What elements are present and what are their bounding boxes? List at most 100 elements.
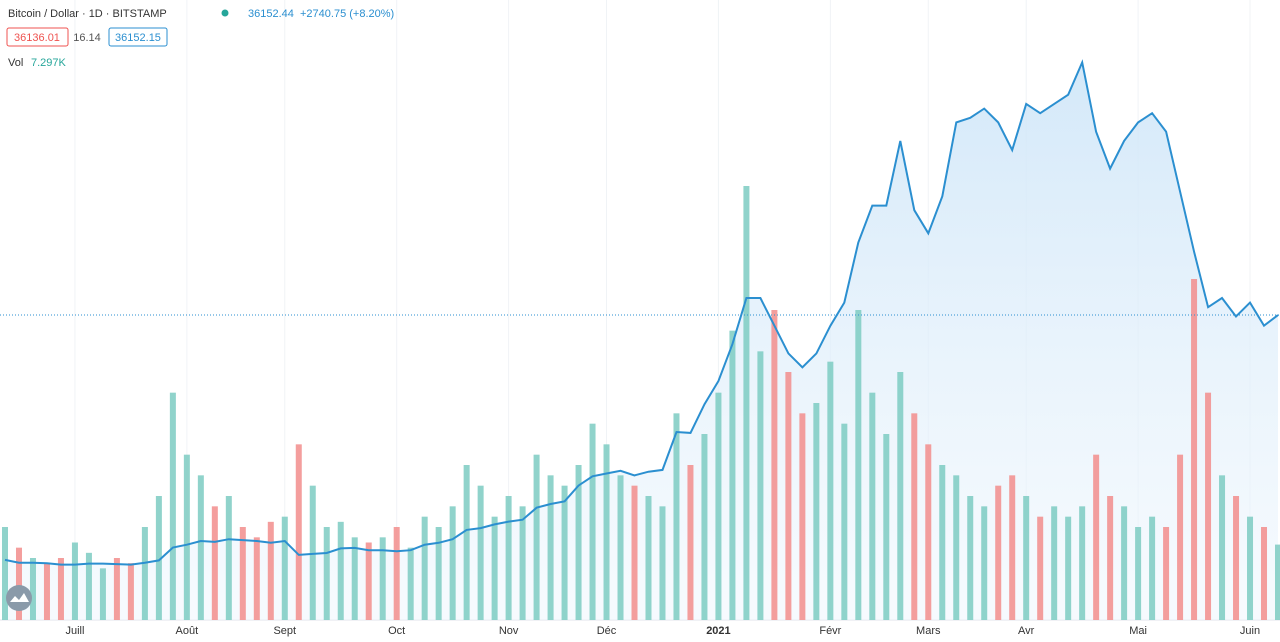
volume-bar [673, 413, 680, 620]
x-tick-label: Mars [916, 625, 941, 637]
volume-bar [253, 537, 260, 620]
volume-bar [547, 475, 554, 620]
volume-bar [799, 413, 806, 620]
volume-bar [281, 516, 288, 620]
bid: 36136.01 [14, 32, 60, 44]
volume-bar [141, 527, 148, 620]
volume-bar [687, 465, 694, 620]
volume-bar [771, 310, 778, 620]
x-tick-label: 2021 [706, 625, 730, 637]
status-dot [221, 9, 229, 17]
volume-bar [897, 372, 904, 620]
volume-bar [43, 563, 50, 620]
volume-bar [309, 485, 316, 620]
volume-bar [225, 496, 232, 620]
volume-bar [575, 465, 582, 620]
volume-bar [1205, 392, 1212, 620]
volume-bar [1219, 475, 1226, 620]
volume-bar [337, 521, 344, 620]
volume-bar [561, 485, 568, 620]
volume-bar [925, 444, 932, 620]
symbol: Bitcoin / Dollar · 1D · BITSTAMP [8, 8, 167, 20]
volume-bar [1023, 496, 1030, 620]
x-tick-label: Août [176, 625, 199, 637]
price-line [4, 59, 1279, 566]
volume-bar [379, 537, 386, 620]
volume-bar [911, 413, 918, 620]
volume-bar [505, 496, 512, 620]
volume-bar [239, 527, 246, 620]
volume-bar [631, 485, 638, 620]
volume-bar [365, 542, 372, 620]
volume-bar [701, 434, 708, 620]
volume-bar [841, 423, 848, 620]
volume-bar [169, 392, 176, 620]
volume-bar [939, 465, 946, 620]
volume-bar [883, 434, 890, 620]
volume-bar [463, 465, 470, 620]
area-fill [5, 62, 1278, 620]
vol-value: 7.297K [31, 57, 67, 69]
x-tick-label: Févr [819, 625, 841, 637]
volume-bar [589, 423, 596, 620]
ask: 36152.15 [115, 32, 161, 44]
volume-bar [659, 506, 666, 620]
volume-bar [603, 444, 610, 620]
volume-bar [1149, 516, 1156, 620]
volume-bar [1051, 506, 1058, 620]
volume-bar [393, 527, 400, 620]
volume-bar [1191, 279, 1198, 620]
volume-bar [1121, 506, 1128, 620]
x-tick-label: Oct [388, 625, 405, 637]
volume-bar [967, 496, 974, 620]
volume-bar [211, 506, 218, 620]
volume-bar [645, 496, 652, 620]
volume-bar [729, 330, 736, 620]
volume-bar [813, 403, 820, 620]
volume-bar [785, 372, 792, 620]
volume-bar [155, 496, 162, 620]
x-tick-label: Mai [1129, 625, 1147, 637]
volume-bar [127, 563, 134, 620]
logo[interactable] [6, 585, 32, 611]
volume-bar [1135, 527, 1142, 620]
volume-bar [1261, 527, 1268, 620]
volume-bar [71, 542, 78, 620]
volume-bar [1233, 496, 1240, 620]
volume-bar [421, 516, 428, 620]
x-tick-label: Sept [273, 625, 296, 637]
change: +2740.75 (+8.20%) [300, 8, 394, 20]
volume-bar [1093, 454, 1100, 620]
vol-label: Vol [8, 57, 23, 69]
volume-bar [29, 558, 36, 620]
volume-bar [617, 475, 624, 620]
volume-bar [449, 506, 456, 620]
volume-bar [855, 310, 862, 620]
x-tick-label: Juin [1240, 625, 1260, 637]
volume-bar [827, 361, 834, 620]
volume-bar [323, 527, 330, 620]
volume-bar [267, 521, 274, 620]
volume-bar [757, 351, 764, 620]
ask-box[interactable] [108, 27, 168, 47]
volume-bar [99, 568, 106, 620]
volume-bar [995, 485, 1002, 620]
volume-bar [1009, 475, 1016, 620]
x-tick-label: Nov [499, 625, 519, 637]
volume-bar [1037, 516, 1044, 620]
volume-bar [1163, 527, 1170, 620]
volume-bar [85, 552, 92, 620]
volume-bar [953, 475, 960, 620]
volume-bar [113, 558, 120, 620]
volume-bar [183, 454, 190, 620]
volume-bar [1107, 496, 1114, 620]
volume-bar [519, 506, 526, 620]
volume-bar [477, 485, 484, 620]
volume-bar [295, 444, 302, 620]
volume-bar [351, 537, 358, 620]
volume-bar [1065, 516, 1072, 620]
volume-bar [1275, 544, 1280, 620]
bid-box[interactable] [6, 27, 69, 47]
